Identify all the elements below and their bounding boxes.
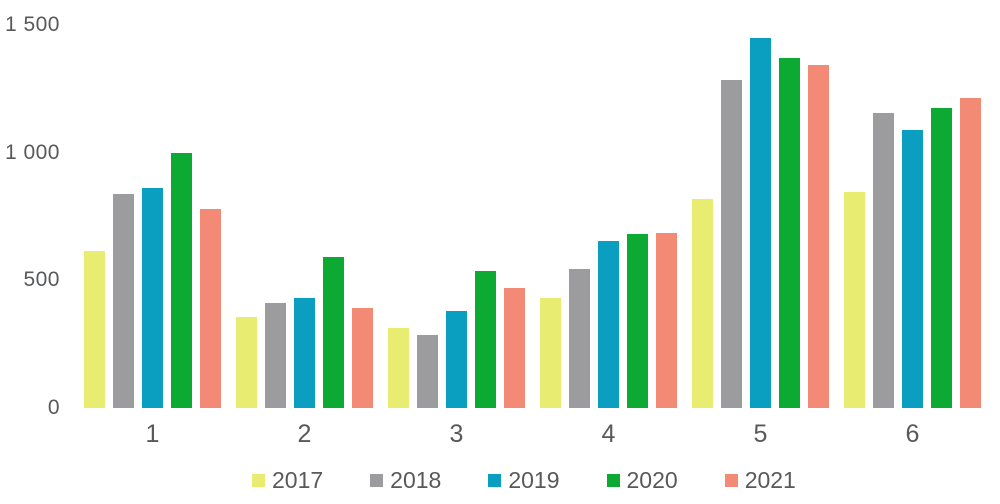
legend-item-2021: 2021 — [724, 467, 796, 494]
bar-2020-cat6 — [931, 107, 952, 408]
y-tick-label: 1 000 — [4, 140, 60, 164]
legend-label: 2017 — [272, 467, 324, 493]
bar-2018-cat4 — [569, 268, 590, 408]
legend-swatch-icon — [488, 474, 502, 487]
bar-2021-cat5 — [808, 64, 829, 408]
legend-item-2017: 2017 — [252, 467, 323, 494]
bar-2017-cat4 — [540, 298, 561, 408]
y-axis: 0 500 1 000 1 500 — [0, 0, 60, 504]
legend-label: 2021 — [744, 467, 796, 493]
bar-2021-cat1 — [200, 208, 221, 408]
x-tick-label: 3 — [449, 420, 464, 448]
bar-2019-cat2 — [294, 298, 315, 408]
legend-label: 2019 — [508, 467, 560, 493]
legend-item-2018: 2018 — [370, 467, 441, 494]
bar-2019-cat6 — [902, 129, 923, 408]
bar-group-3: 3 — [388, 25, 525, 448]
y-tick-label: 500 — [23, 268, 60, 292]
bar-group-2: 2 — [236, 25, 373, 448]
x-tick-label: 6 — [905, 420, 920, 448]
x-tick-label: 5 — [753, 420, 768, 448]
bar-2019-cat5 — [750, 37, 771, 408]
bar-2018-cat2 — [265, 303, 286, 408]
bar-2020-cat5 — [779, 58, 800, 408]
bar-group-6: 6 — [844, 25, 981, 448]
bar-2019-cat3 — [446, 310, 467, 408]
x-tick-label: 2 — [297, 420, 312, 448]
bar-2017-cat3 — [388, 327, 409, 408]
legend: 2017 2018 2019 2020 2021 — [252, 467, 796, 494]
legend-label: 2020 — [626, 467, 678, 493]
bar-2020-cat1 — [171, 152, 192, 408]
plot-area: 1 2 3 4 5 6 — [84, 25, 981, 448]
bar-2017-cat6 — [844, 192, 865, 408]
bar-2017-cat1 — [84, 250, 105, 408]
bar-group-4: 4 — [540, 25, 677, 448]
bar-2018-cat5 — [721, 79, 742, 408]
bar-2019-cat1 — [142, 188, 163, 408]
legend-swatch-icon — [606, 474, 620, 487]
x-tick-label: 1 — [145, 420, 160, 448]
bar-2021-cat3 — [504, 288, 525, 408]
bar-2020-cat3 — [475, 271, 496, 408]
bar-2018-cat1 — [113, 193, 134, 408]
bar-2018-cat3 — [417, 335, 438, 408]
legend-swatch-icon — [252, 474, 265, 487]
bar-2019-cat4 — [598, 240, 619, 408]
bar-2020-cat2 — [323, 257, 344, 408]
bar-2017-cat2 — [236, 317, 257, 408]
y-tick-label: 1 500 — [4, 13, 60, 36]
legend-label: 2018 — [390, 467, 442, 493]
bar-2017-cat5 — [692, 198, 713, 408]
bar-group-1: 1 — [84, 25, 221, 448]
bar-2020-cat4 — [627, 234, 648, 408]
bar-2021-cat2 — [352, 308, 373, 408]
legend-swatch-icon — [370, 474, 384, 487]
legend-swatch-icon — [724, 474, 738, 487]
y-tick-label: 0 — [47, 396, 60, 419]
x-tick-label: 4 — [601, 420, 616, 448]
bar-2018-cat6 — [873, 113, 894, 408]
bar-group-5: 5 — [692, 25, 829, 448]
bar-2021-cat4 — [656, 233, 677, 408]
legend-item-2019: 2019 — [488, 467, 560, 494]
bar-2021-cat6 — [960, 97, 981, 408]
legend-item-2020: 2020 — [606, 467, 678, 494]
